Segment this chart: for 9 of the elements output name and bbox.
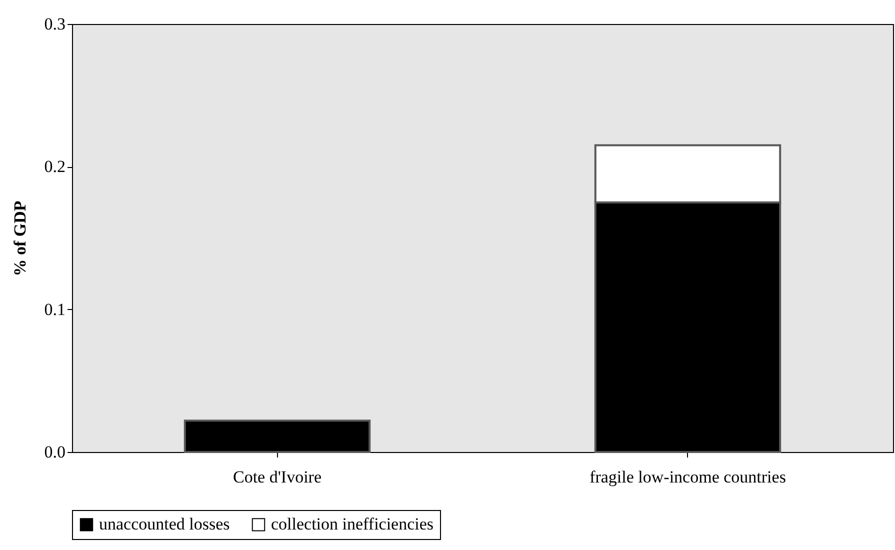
y-tick-label: 0.0 [44, 442, 66, 462]
x-tick-label: fragile low-income countries [590, 468, 786, 486]
y-tick-label: 0.3 [44, 14, 66, 34]
y-tick-label: 0.1 [44, 300, 66, 319]
y-tick-label: 0.2 [44, 157, 66, 176]
legend-label: unaccounted losses [99, 514, 230, 534]
y-axis-title: % of GDP [10, 200, 30, 276]
x-tick-label: Cote d'Ivoire [232, 468, 322, 486]
legend-label: collection inefficiencies [271, 514, 434, 534]
